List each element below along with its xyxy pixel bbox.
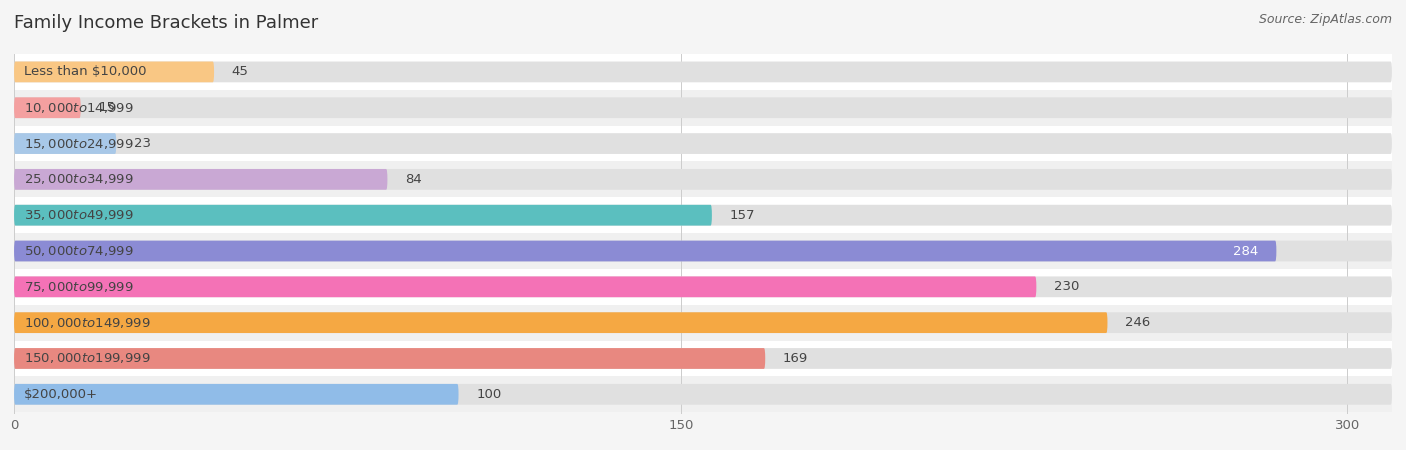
FancyBboxPatch shape xyxy=(14,312,1392,333)
Text: $200,000+: $200,000+ xyxy=(24,388,98,401)
Text: 100: 100 xyxy=(477,388,502,401)
Bar xyxy=(14,376,1392,412)
FancyBboxPatch shape xyxy=(14,241,1392,261)
Text: $15,000 to $24,999: $15,000 to $24,999 xyxy=(24,136,134,151)
Text: 246: 246 xyxy=(1125,316,1150,329)
Bar xyxy=(14,126,1392,162)
FancyBboxPatch shape xyxy=(14,97,80,118)
Text: 157: 157 xyxy=(730,209,755,222)
Text: Less than $10,000: Less than $10,000 xyxy=(24,65,146,78)
Text: $100,000 to $149,999: $100,000 to $149,999 xyxy=(24,315,150,330)
Bar xyxy=(14,54,1392,90)
Text: $35,000 to $49,999: $35,000 to $49,999 xyxy=(24,208,134,222)
Text: $25,000 to $34,999: $25,000 to $34,999 xyxy=(24,172,134,186)
FancyBboxPatch shape xyxy=(14,62,1392,82)
FancyBboxPatch shape xyxy=(14,276,1392,297)
FancyBboxPatch shape xyxy=(14,133,117,154)
Text: 15: 15 xyxy=(98,101,115,114)
FancyBboxPatch shape xyxy=(14,205,1392,225)
Text: $75,000 to $99,999: $75,000 to $99,999 xyxy=(24,280,134,294)
FancyBboxPatch shape xyxy=(14,97,1392,118)
Text: 84: 84 xyxy=(405,173,422,186)
Bar xyxy=(14,233,1392,269)
Bar xyxy=(14,305,1392,341)
Bar xyxy=(14,269,1392,305)
FancyBboxPatch shape xyxy=(14,348,1392,369)
Text: 169: 169 xyxy=(783,352,808,365)
FancyBboxPatch shape xyxy=(14,384,1392,405)
FancyBboxPatch shape xyxy=(14,205,711,225)
Text: Source: ZipAtlas.com: Source: ZipAtlas.com xyxy=(1258,14,1392,27)
FancyBboxPatch shape xyxy=(14,62,214,82)
Text: 45: 45 xyxy=(232,65,249,78)
Bar xyxy=(14,90,1392,126)
Text: 23: 23 xyxy=(134,137,150,150)
Text: $150,000 to $199,999: $150,000 to $199,999 xyxy=(24,351,150,365)
FancyBboxPatch shape xyxy=(14,384,458,405)
FancyBboxPatch shape xyxy=(14,348,765,369)
FancyBboxPatch shape xyxy=(14,276,1036,297)
FancyBboxPatch shape xyxy=(14,169,388,190)
Text: 284: 284 xyxy=(1233,244,1258,257)
FancyBboxPatch shape xyxy=(14,169,1392,190)
Bar xyxy=(14,162,1392,197)
FancyBboxPatch shape xyxy=(14,241,1277,261)
FancyBboxPatch shape xyxy=(14,133,1392,154)
Text: Family Income Brackets in Palmer: Family Income Brackets in Palmer xyxy=(14,14,318,32)
Text: $50,000 to $74,999: $50,000 to $74,999 xyxy=(24,244,134,258)
Bar xyxy=(14,341,1392,376)
Bar xyxy=(14,197,1392,233)
Text: $10,000 to $14,999: $10,000 to $14,999 xyxy=(24,101,134,115)
FancyBboxPatch shape xyxy=(14,312,1108,333)
Text: 230: 230 xyxy=(1054,280,1080,293)
